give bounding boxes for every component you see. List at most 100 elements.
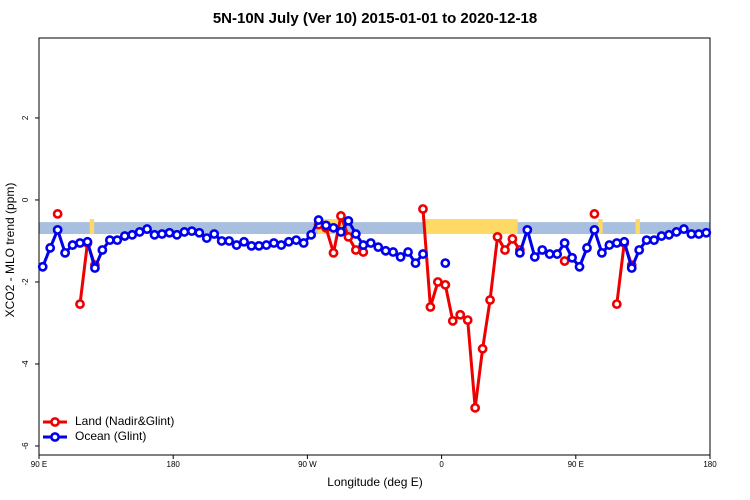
legend-label: Land (Nadir&Glint) (75, 414, 174, 428)
data-point (358, 240, 369, 250)
data-point (582, 243, 592, 253)
reference-band (39, 222, 710, 234)
data-point (664, 229, 674, 240)
data-point (157, 229, 167, 239)
data-point (268, 238, 279, 248)
highlight-range (598, 219, 603, 234)
highlight-range (89, 219, 95, 234)
data-point (626, 263, 637, 273)
data-point (596, 247, 607, 258)
data-point (276, 240, 287, 250)
data-point (455, 309, 466, 320)
data-point (470, 402, 481, 413)
x-tick-label: 90 W (298, 460, 317, 469)
data-point (104, 235, 115, 246)
data-point (514, 247, 525, 258)
data-point (127, 229, 138, 240)
y-tick-label: -4 (21, 360, 30, 368)
data-point (75, 238, 85, 248)
data-point (298, 238, 309, 248)
y-tick-label: 0 (21, 197, 30, 202)
data-point (313, 215, 324, 225)
data-point (261, 240, 272, 250)
x-tick-label: 180 (703, 460, 717, 469)
data-point (611, 238, 622, 248)
data-point (537, 245, 548, 255)
y-tick-label: 2 (21, 115, 30, 120)
x-tick-label: 90 E (568, 460, 584, 469)
series-line (615, 242, 634, 305)
data-point (500, 245, 510, 255)
data-point (365, 238, 376, 248)
data-point (201, 233, 212, 243)
plot-frame (38, 37, 711, 456)
data-point (350, 229, 361, 239)
data-point (485, 295, 495, 305)
data-point (529, 252, 540, 262)
data-point (291, 235, 302, 246)
data-point (343, 231, 354, 242)
y-tick-label: -2 (21, 278, 30, 286)
data-point (432, 277, 443, 287)
data-point (67, 240, 78, 250)
legend: Land (Nadir&Glint)Ocean (Glint) (43, 414, 174, 443)
data-point (179, 227, 190, 237)
data-point (522, 224, 533, 235)
data-point (60, 247, 70, 258)
data-point (186, 226, 197, 237)
data-point (701, 227, 712, 238)
data-point (574, 261, 585, 272)
data-point (231, 240, 242, 250)
data-point (567, 252, 577, 263)
data-point (649, 235, 659, 246)
data-point (656, 231, 667, 241)
data-point (164, 227, 175, 238)
data-point (97, 245, 108, 255)
data-point (52, 209, 63, 219)
data-point (119, 231, 130, 241)
data-point (611, 299, 622, 310)
data-point (425, 302, 436, 312)
data-point (45, 243, 56, 253)
data-point (172, 229, 182, 240)
data-point (321, 220, 331, 231)
data-point (447, 316, 458, 326)
data-point (679, 224, 689, 234)
data-point (75, 299, 85, 310)
data-point (306, 229, 317, 240)
data-point (544, 249, 555, 259)
data-point (410, 258, 421, 269)
x-tick-label: 90 E (31, 460, 47, 469)
series-line (78, 242, 97, 305)
data-point (142, 224, 153, 234)
data-point (559, 238, 570, 248)
data-point (403, 247, 413, 257)
highlight-range (635, 219, 640, 234)
data-point (634, 245, 645, 255)
data-point (194, 227, 205, 238)
data-point (224, 236, 235, 246)
data-point (440, 279, 451, 290)
data-point (336, 227, 346, 237)
data-point (90, 263, 100, 273)
data-point (343, 215, 354, 226)
data-point (336, 211, 346, 221)
data-point (440, 258, 451, 269)
data-point (507, 234, 518, 244)
data-point (328, 222, 339, 233)
y-tick-label: -6 (21, 442, 30, 450)
data-point (37, 261, 48, 272)
legend-label: Ocean (Glint) (75, 429, 146, 443)
data-point (395, 252, 406, 262)
data-point (693, 229, 704, 239)
y-axis-label: XCO2 - MLO trend (ppm) (3, 183, 17, 318)
data-point (82, 236, 93, 247)
data-point (477, 343, 488, 354)
x-tick-label: 180 (167, 460, 181, 469)
highlight-range (425, 219, 518, 234)
chart-title: 5N-10N July (Ver 10) 2015-01-01 to 2020-… (213, 10, 537, 27)
x-tick-label: 0 (439, 460, 444, 469)
legend-marker (50, 417, 60, 427)
